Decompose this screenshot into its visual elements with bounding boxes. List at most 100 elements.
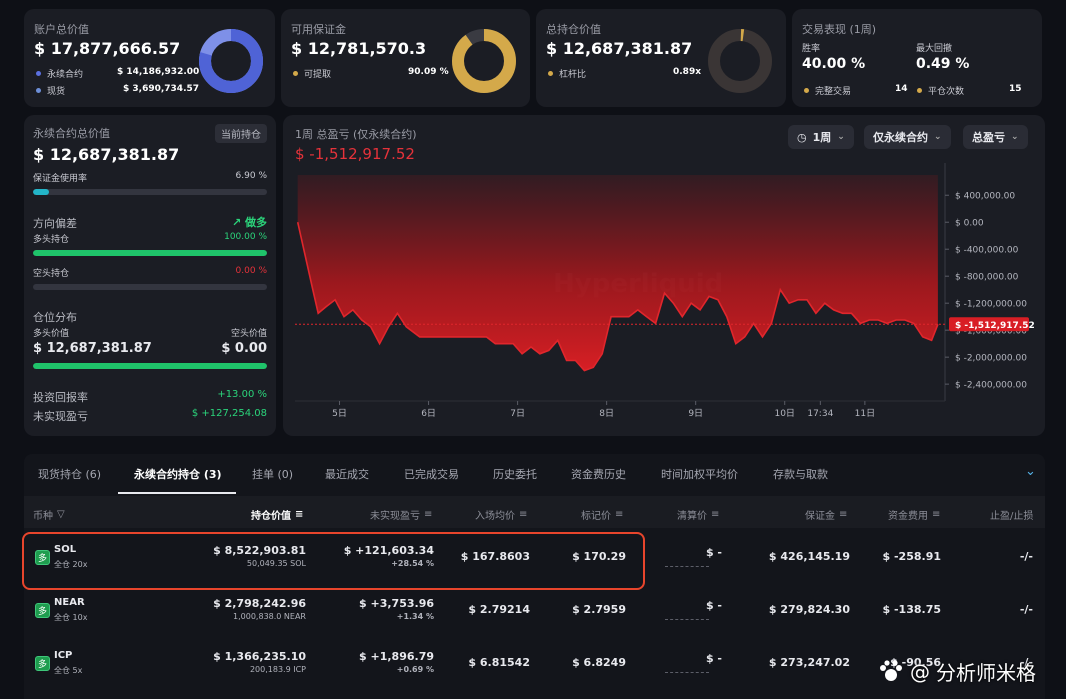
expand-tabs-chevron-icon[interactable]: ⌄	[1025, 464, 1036, 479]
coin-name[interactable]: ICP	[54, 650, 73, 661]
tab-recent-fills[interactable]: 最近成交	[325, 468, 369, 481]
pnl-chart-title: 1周 总盈亏 (仅永续合约)	[295, 128, 417, 141]
margin-value: $ 279,824.30	[768, 603, 850, 616]
header-coin[interactable]: 币种 ▽	[33, 509, 65, 522]
mark-price: $ 6.8249	[572, 656, 626, 669]
entry-price: $ 6.81542	[468, 656, 530, 669]
header-liq-price[interactable]: 清算价 ≡	[677, 509, 720, 522]
tpsl-value[interactable]: -/-	[1019, 603, 1033, 616]
perp-title: 永续合约总价值	[33, 127, 110, 140]
drawdown-value: 0.49 %	[916, 56, 970, 72]
position-size: 50,049.35 SOL	[246, 559, 306, 568]
x-tick-label: 10日	[774, 408, 794, 419]
position-size: 1,000,838.0 NEAR	[233, 612, 306, 621]
header-unrealized-pnl[interactable]: 未实现盈亏 ≡	[370, 509, 433, 522]
x-tick-label: 8日	[599, 408, 614, 419]
tab-funding-history[interactable]: 资金费历史	[571, 468, 626, 481]
coin-name[interactable]: SOL	[54, 544, 77, 555]
sort-icon: ≡	[711, 509, 720, 520]
winrate-value: 40.00 %	[802, 56, 866, 72]
account-title: 账户总价值	[34, 23, 89, 36]
header-entry-price[interactable]: 入场均价 ≡	[475, 509, 528, 522]
withdrawable-pct: 90.09 %	[408, 67, 449, 77]
y-tick-label: $ -2,400,000.00	[955, 381, 1027, 391]
tpsl-value[interactable]: -/-	[1019, 656, 1033, 669]
margin-value: $ 273,247.02	[768, 656, 850, 669]
sort-icon: ≡	[519, 509, 528, 520]
position-value: $ 8,522,903.81	[213, 544, 306, 557]
close-count-row: 平仓次数	[917, 84, 964, 97]
y-tick-label: $ 400,000.00	[955, 192, 1015, 202]
unrealized-pnl: $ +3,753.96	[359, 597, 434, 610]
header-mark-price[interactable]: 标记价 ≡	[581, 509, 624, 522]
x-tick-label: 6日	[421, 408, 436, 419]
chevron-down-icon: ⌄	[934, 132, 942, 142]
pnl-area-fill	[297, 175, 938, 371]
completed-trades-count: 14	[895, 84, 908, 94]
perp-value: $ 12,687,381.87	[33, 145, 180, 164]
y-tick-label: $ 0.00	[955, 219, 984, 229]
tab-twap[interactable]: 时间加权平均价	[661, 468, 738, 481]
close-count: 15	[1009, 84, 1022, 94]
direction-label: 方向偏差	[33, 217, 77, 230]
long-label: 多头持仓	[33, 235, 70, 245]
tpsl-value[interactable]: -/-	[1019, 550, 1033, 563]
long-badge-icon: 多	[35, 550, 50, 565]
liq-price: $ -	[705, 599, 722, 612]
pnl-line	[296, 222, 939, 372]
sort-icon: ≡	[932, 509, 941, 520]
margin-value: $ 12,781,570.3	[291, 39, 427, 58]
coin-name[interactable]: NEAR	[54, 597, 85, 608]
y-tick-label: $ -400,000.00	[955, 246, 1019, 256]
row-highlight-box	[22, 532, 645, 590]
metric-select[interactable]: 总盈亏 ⌄	[963, 125, 1028, 149]
clock-icon: ◷	[797, 130, 807, 144]
margin-donut	[452, 29, 516, 93]
margin-usage-label: 保证金使用率	[33, 174, 88, 184]
position-size: 200,183.9 ICP	[249, 665, 306, 674]
margin-mode: 全仓 5x	[54, 666, 83, 675]
liq-price: $ -	[705, 652, 722, 665]
long-badge-icon: 多	[35, 656, 50, 671]
account-donut	[199, 29, 263, 93]
roi-label: 投资回报率	[33, 391, 88, 404]
distribution-bar	[33, 363, 267, 369]
performance-title: 交易表现 (1周)	[802, 23, 877, 36]
liq-placeholder-line	[665, 672, 709, 673]
x-tick-label: 11日	[855, 408, 875, 419]
header-position-value[interactable]: 持仓价值 ≡	[251, 509, 304, 522]
header-funding[interactable]: 资金费用 ≡	[888, 509, 941, 522]
margin-usage-bar	[33, 189, 267, 195]
sort-icon: ≡	[839, 509, 848, 520]
market-filter-select[interactable]: 仅永续合约 ⌄	[864, 125, 951, 149]
unrealized-label: 未实现盈亏	[33, 410, 88, 423]
available-margin-card: 可用保证金 $ 12,781,570.3 可提取 90.09 %	[281, 9, 530, 107]
x-tick-label: 5日	[332, 408, 347, 419]
margin-mode: 全仓 10x	[54, 613, 88, 622]
table-header-bar	[24, 496, 1045, 528]
period-select[interactable]: ◷ 1周 ⌄	[788, 125, 854, 149]
current-positions-badge[interactable]: 当前持仓	[215, 124, 267, 143]
funding-fee: $ -258.91	[882, 550, 942, 563]
liq-placeholder-line	[665, 566, 709, 567]
filter-icon[interactable]: ▽	[57, 509, 65, 520]
tab-open-orders[interactable]: 挂单 (0)	[252, 468, 294, 481]
short-value: $ 0.00	[221, 341, 267, 356]
tab-spot-positions[interactable]: 现货持仓 (6)	[38, 468, 102, 481]
tab-order-history[interactable]: 历史委托	[493, 468, 537, 481]
distribution-label: 仓位分布	[33, 311, 77, 324]
unrealized-pnl-pct: +0.69 %	[396, 665, 434, 674]
tab-perp-positions[interactable]: 永续合约持仓 (3)	[134, 468, 222, 481]
leverage-value: 0.89x	[673, 67, 702, 77]
header-margin[interactable]: 保证金 ≡	[805, 509, 848, 522]
account-spot-row: 现货	[36, 84, 65, 97]
funding-fee: $ -90.56	[890, 656, 941, 669]
long-value: $ 12,687,381.87	[33, 341, 152, 356]
sort-icon: ≡	[424, 509, 433, 520]
position-value: $ 1,366,235.10	[213, 650, 306, 663]
author-watermark: @ 分析师米格	[878, 657, 1036, 686]
tab-completed-trades[interactable]: 已完成交易	[404, 468, 459, 481]
entry-price: $ 2.79214	[468, 603, 530, 616]
tab-deposits-withdrawals[interactable]: 存款与取款	[773, 468, 828, 481]
table-row[interactable]	[24, 590, 1045, 642]
